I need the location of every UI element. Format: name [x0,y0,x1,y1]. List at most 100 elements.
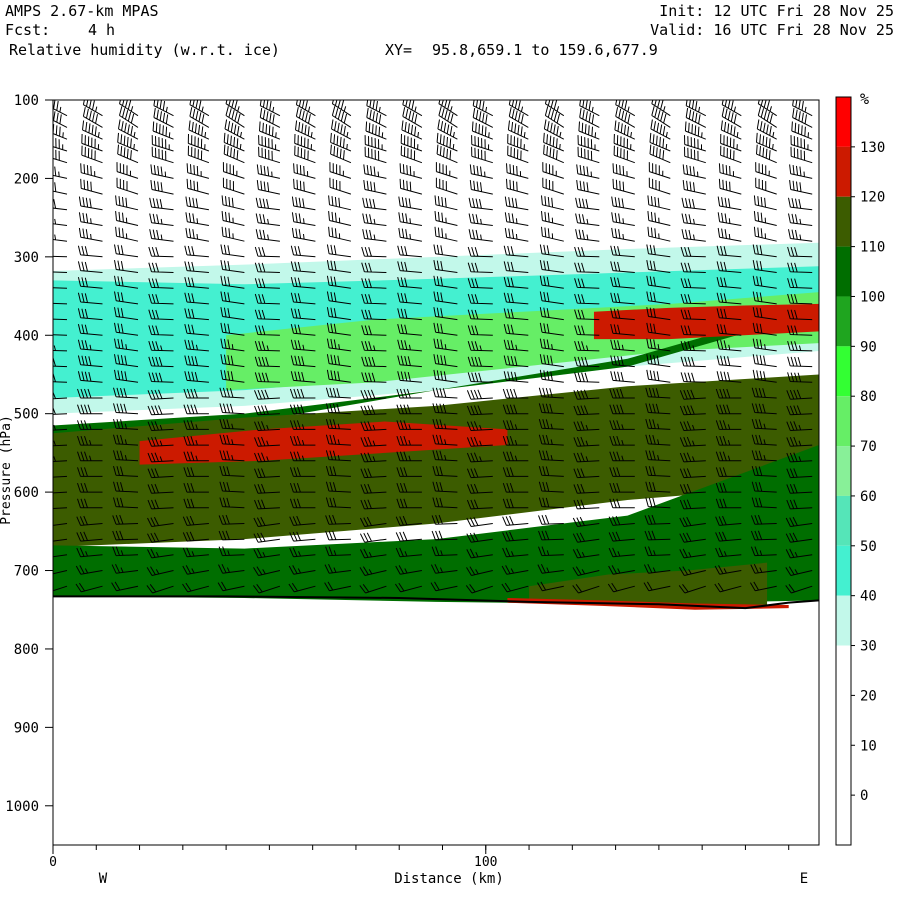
wind-barb [574,325,600,336]
wind-barb [147,452,174,463]
wind-barb [503,355,529,368]
wind-barb [787,372,813,383]
wind-barb [225,100,245,117]
wind-barb [465,584,493,594]
wind-barb [219,403,245,415]
plot-frame [52,99,820,846]
wind-barb [680,340,706,352]
wind-barb [681,229,706,242]
wind-barb [224,119,245,140]
wind-barb [539,260,564,273]
terrain-surface-line [53,595,820,610]
wind-barb [289,547,316,558]
wind-barb [471,121,493,140]
colorbar-swatch [836,396,851,447]
wind-barb [432,465,458,477]
wind-barb [433,244,458,258]
wind-barb [328,211,352,226]
wind-barb [77,371,103,383]
x-axis-label: Distance (km) [394,871,504,887]
wind-barb [360,421,387,431]
wind-barb [114,338,139,352]
wind-barb [183,482,209,493]
rh-region-6 [593,303,819,340]
y-tick-label: 300 [14,250,39,266]
wind-barb [611,212,635,226]
wind-barb [645,434,671,446]
wind-barb [290,371,316,383]
wind-barb [114,275,139,289]
colorbar-label: 30 [860,639,877,655]
wind-barb [254,436,280,447]
wind-barb [259,108,281,128]
wind-barb [222,177,245,195]
y-axis-label: Pressure (hPa) [0,415,14,525]
wind-barb [182,565,209,575]
wind-barb [436,144,458,164]
wind-barb [786,421,813,431]
wind-barb [360,468,387,479]
wind-barb [684,121,706,140]
wind-barb [325,530,351,541]
wind-barb [508,100,529,117]
wind-barb [609,388,635,399]
wind-barb [679,483,706,494]
wind-barb [361,293,387,305]
wind-barb [433,369,458,383]
wind-barb [576,180,600,195]
wind-barb [111,563,139,574]
wind-barb [539,322,564,336]
wind-barb [753,195,777,211]
wind-barb [223,132,245,152]
wind-barb [467,293,493,305]
wind-barb [220,260,245,273]
wind-barb [680,262,706,273]
wind-barb [644,530,671,541]
wind-barb [77,467,103,477]
wind-barb [53,182,68,195]
wind-barb [82,100,103,117]
wind-barb [790,135,813,152]
wind-barb [254,340,280,352]
colorbar-label: 60 [860,489,877,505]
rh-region-8 [529,562,768,609]
wind-barb [435,162,458,179]
wind-barb [326,275,351,289]
wind-barb [331,119,352,140]
wind-barb [53,138,68,152]
wind-barb [114,307,139,321]
wind-barb [182,531,209,542]
wind-barb [573,452,600,463]
wind-barb [185,212,209,226]
wind-barb [678,566,706,576]
wind-barb [184,339,209,352]
wind-barb [330,132,352,152]
wind-barb [399,163,423,179]
wind-barb [679,436,706,447]
wind-barb [113,465,139,477]
wind-barb [326,322,351,336]
wind-barb [289,420,316,430]
wind-barb [472,100,494,117]
wind-barb [188,120,210,140]
wind-barb [503,261,529,273]
wind-barb [650,119,671,140]
wind-barb [295,107,316,128]
wind-barb [751,418,777,430]
wind-barb [80,163,103,179]
wind-barb [184,276,209,289]
wind-barb [432,450,458,462]
wind-barb [785,548,813,559]
wind-barb [53,507,68,510]
wind-barb [360,452,387,463]
wind-barb [501,582,529,593]
wind-barb [574,278,600,289]
wind-barb [254,372,280,383]
wind-barb [75,565,103,575]
wind-barb [185,227,209,242]
wind-barb [467,246,493,258]
wind-barb [330,144,352,164]
wind-barb [220,307,245,321]
wind-barb [53,491,68,494]
